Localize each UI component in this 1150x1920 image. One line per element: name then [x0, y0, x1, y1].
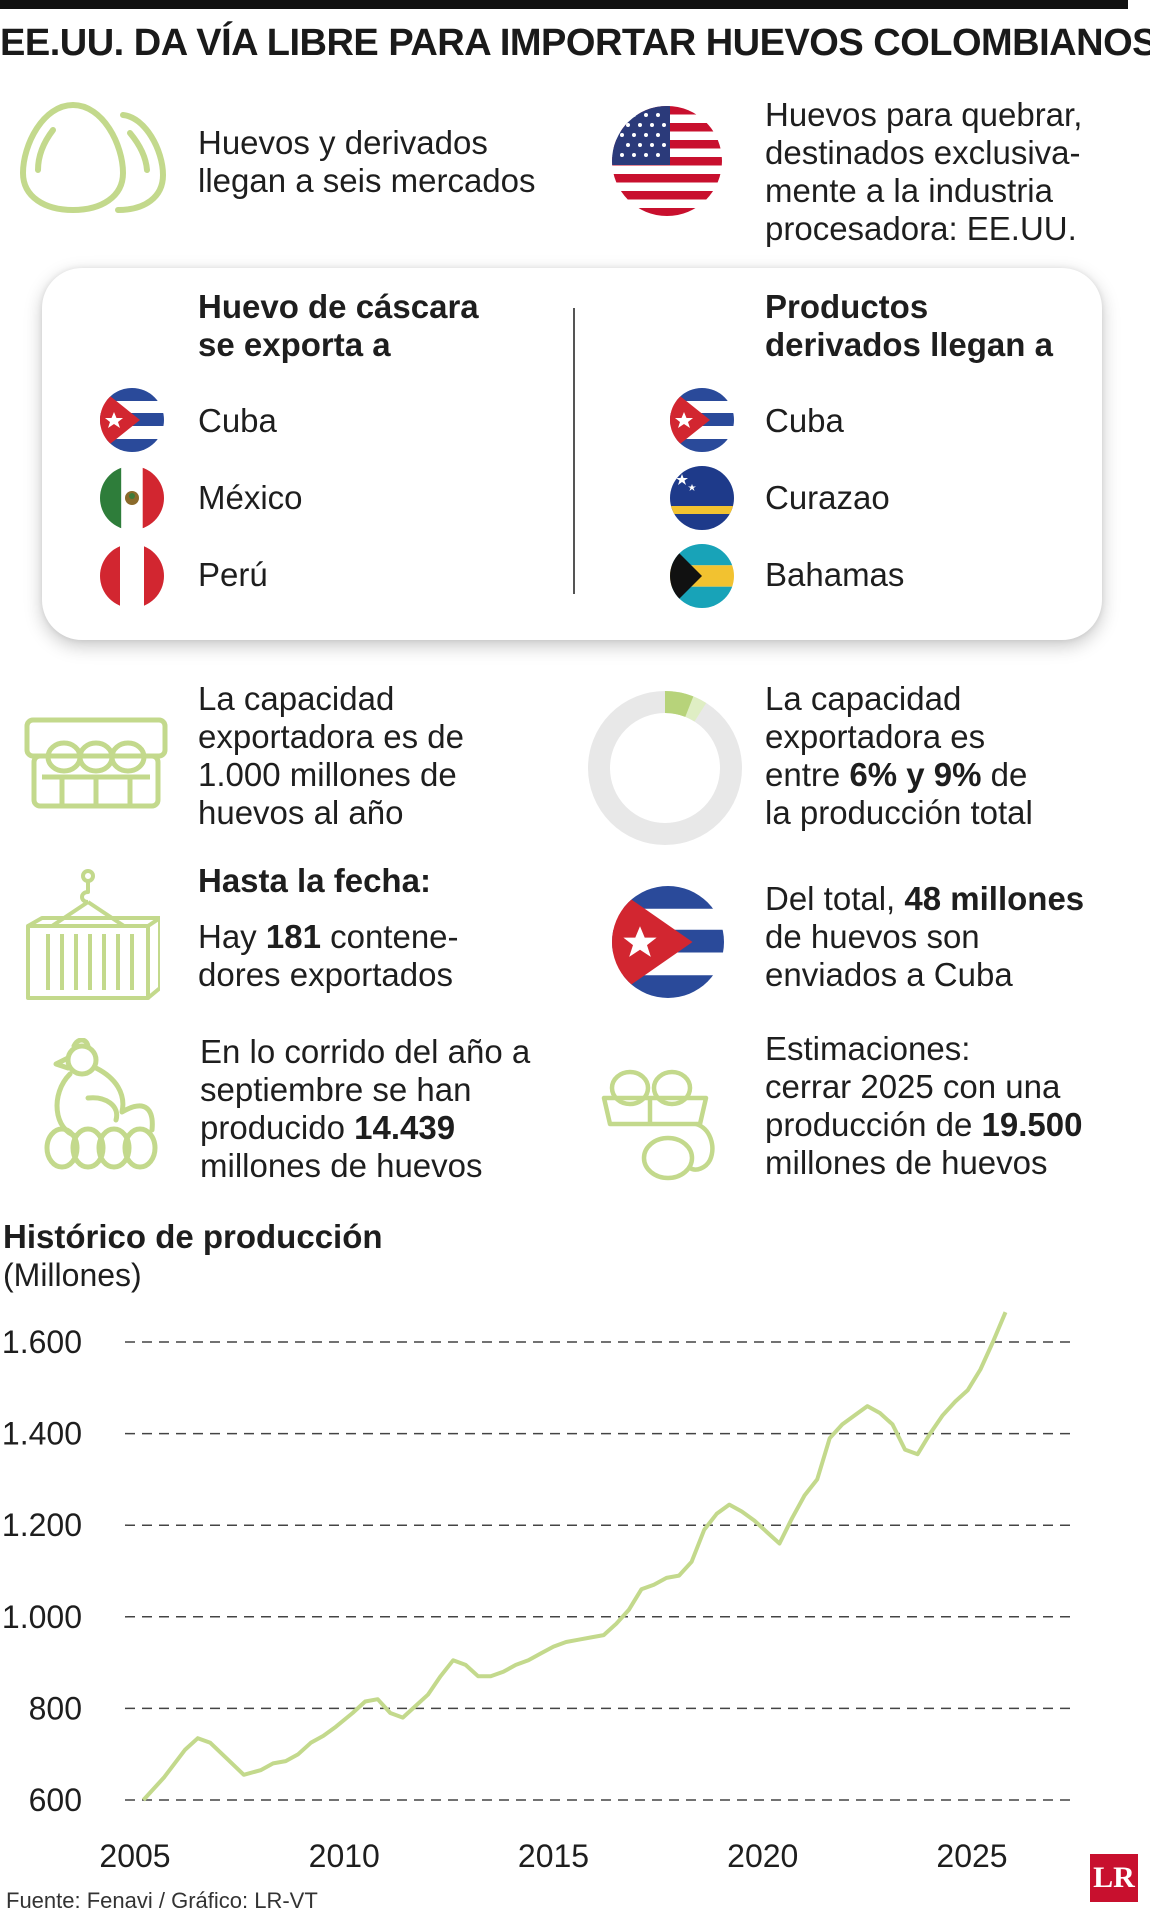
- derived-products-header: Productos derivados llegan a: [765, 288, 1053, 363]
- usa-text: Huevos para quebrar, destinados exclusiva…: [765, 96, 1083, 247]
- mexico-flag-icon: [100, 466, 164, 530]
- estimation-text: Estimaciones: cerrar 2025 con una producc…: [765, 1030, 1083, 1181]
- curacao-flag-icon: [670, 466, 734, 530]
- x-tick-label: 2020: [727, 1838, 798, 1874]
- production-line-chart: 600 800 1.000 1.200 1.400 1.600 2005 2010 2015 20…: [2, 1311, 1070, 1874]
- donut-arc-low: [664, 690, 694, 718]
- source-note: Fuente: Fenavi / Gráfico: LR-VT: [6, 1888, 318, 1913]
- lr-logo: LR: [1090, 1854, 1138, 1902]
- x-tick-label: 2015: [518, 1838, 589, 1874]
- shipping-container-icon: [26, 869, 160, 1000]
- share-donut-chart: [588, 690, 742, 845]
- to-date-header: Hasta la fecha:: [198, 862, 431, 899]
- produced-text: En lo corrido del año a septiembre se han…: [200, 1033, 531, 1184]
- shell-egg-header: Huevo de cáscara se exporta a: [198, 288, 479, 363]
- page-title: EE.UU. DA VÍA LIBRE PARA IMPORTAR HUEVOS…: [0, 22, 1150, 64]
- y-tick-label: 1.200: [2, 1507, 82, 1543]
- export-share-text: La capacidad exportadora es entre 6% y 9%…: [765, 680, 1033, 831]
- left-country-mexico: México: [198, 479, 303, 516]
- donut-track: [588, 691, 742, 845]
- eggs-icon: [19, 101, 167, 214]
- right-country-curacao: Curazao: [765, 479, 890, 516]
- right-country-bahamas: Bahamas: [765, 556, 905, 593]
- markets-text: Huevos y derivados llegan a seis mercados: [198, 124, 536, 199]
- cuba-flag-icon: [612, 886, 724, 998]
- y-tick-label: 1.400: [2, 1416, 82, 1452]
- containers-text: Hay 181 contene- dores exportados: [198, 918, 459, 993]
- chart-title: Histórico de producción: [3, 1218, 383, 1255]
- y-tick-label: 600: [29, 1782, 82, 1818]
- usa-flag-icon: [612, 106, 722, 216]
- left-country-cuba: Cuba: [198, 402, 277, 439]
- peru-flag-icon: [100, 544, 164, 608]
- series-line: [141, 1311, 1008, 1802]
- hen-icon: [44, 1038, 158, 1170]
- egg-carton-icon: [24, 717, 168, 809]
- export-capacity-text: La capacidad exportadora es de 1.000 mill…: [198, 680, 465, 831]
- card-divider: [573, 308, 575, 594]
- left-country-peru: Perú: [198, 556, 268, 593]
- x-tick-label: 2005: [99, 1838, 170, 1874]
- x-tick-label: 2010: [309, 1838, 380, 1874]
- cuba-flag-icon: [100, 388, 164, 452]
- bahamas-flag-icon: [670, 544, 734, 608]
- y-tick-label: 1.600: [2, 1324, 82, 1360]
- y-tick-label: 800: [29, 1690, 82, 1726]
- top-rule: [0, 0, 1128, 9]
- x-tick-label: 2025: [936, 1838, 1007, 1874]
- y-tick-label: 1.000: [2, 1599, 82, 1635]
- chart-subtitle: (Millones): [3, 1257, 142, 1293]
- cuba-eggs-text: Del total, 48 millones de huevos son envi…: [765, 880, 1085, 993]
- cuba-flag-icon: [670, 388, 734, 452]
- eggs-tray-icon: [601, 1069, 715, 1181]
- export-destinations-card: [42, 268, 1102, 640]
- right-country-cuba: Cuba: [765, 402, 844, 439]
